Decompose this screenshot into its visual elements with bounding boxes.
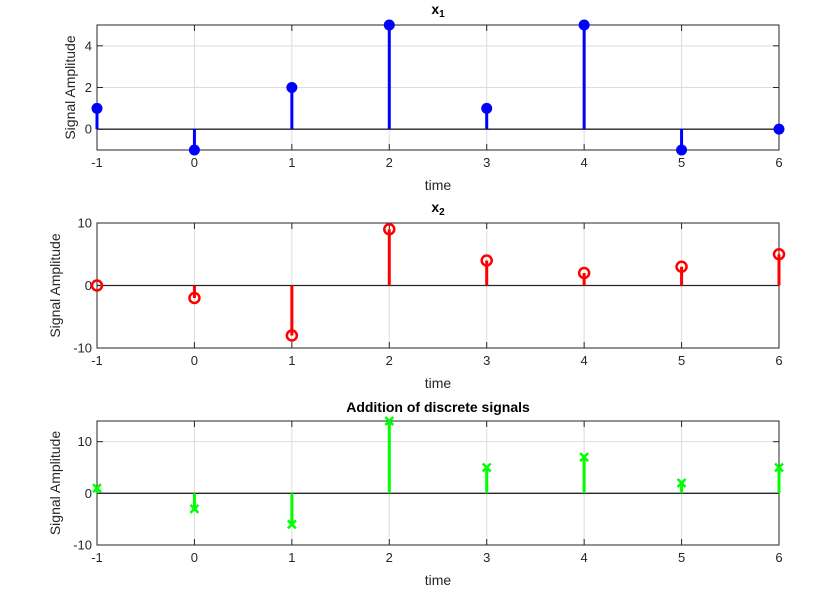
chart-title-subscript: 1 bbox=[439, 9, 445, 20]
x-tick-label: 5 bbox=[678, 155, 685, 170]
stem-marker bbox=[675, 260, 688, 273]
y-axis-label: Signal Amplitude bbox=[47, 431, 63, 536]
stem-marker bbox=[188, 144, 200, 156]
x-tick-label: 4 bbox=[581, 353, 588, 368]
x-tick-label: 1 bbox=[288, 550, 295, 565]
x-tick-label: 1 bbox=[288, 155, 295, 170]
stem-marker bbox=[188, 291, 201, 305]
x-tick-label: 3 bbox=[483, 155, 490, 170]
stem-marker bbox=[286, 519, 297, 530]
stem-marker-stroke bbox=[384, 416, 395, 426]
stem-marker bbox=[676, 144, 688, 156]
chart-title: x1 bbox=[431, 1, 445, 20]
stem-marker-stroke bbox=[481, 462, 492, 473]
y-tick-label: 4 bbox=[85, 38, 92, 53]
x-tick-label: -1 bbox=[91, 353, 103, 368]
stem-marker-stroke bbox=[286, 519, 297, 530]
x-tick-label: -1 bbox=[91, 550, 103, 565]
chart-title-text: Addition of discrete signals bbox=[346, 399, 530, 415]
chart-title: Addition of discrete signals bbox=[346, 399, 530, 415]
stem-marker-stroke bbox=[189, 503, 200, 514]
y-tick-label: 0 bbox=[85, 486, 92, 501]
stem-marker bbox=[578, 19, 590, 31]
y-tick-label: 0 bbox=[85, 278, 92, 293]
stem-marker-stroke bbox=[774, 462, 784, 473]
y-axis-label: Signal Amplitude bbox=[62, 35, 78, 140]
x-tick-label: 2 bbox=[386, 353, 393, 368]
stem-marker bbox=[90, 279, 104, 292]
x-tick-label: 2 bbox=[386, 155, 393, 170]
x-tick-label: 0 bbox=[191, 353, 198, 368]
stem-marker bbox=[579, 452, 590, 463]
x-tick-label: 4 bbox=[581, 155, 588, 170]
stem-marker-stroke bbox=[676, 478, 687, 488]
x-axis-label: time bbox=[425, 177, 452, 193]
stem-marker bbox=[285, 329, 299, 342]
stem-marker bbox=[772, 248, 786, 261]
x-tick-label: 6 bbox=[775, 550, 782, 565]
chart-title-subscript: 2 bbox=[439, 207, 445, 218]
stem-marker bbox=[383, 223, 396, 236]
y-tick-label: -10 bbox=[73, 538, 92, 553]
stem-marker bbox=[773, 123, 785, 135]
x-tick-label: 5 bbox=[678, 550, 685, 565]
x-tick-label: 0 bbox=[191, 155, 198, 170]
stem-marker bbox=[481, 102, 493, 114]
x-tick-label: 6 bbox=[775, 353, 782, 368]
x-tick-label: 6 bbox=[775, 155, 782, 170]
chart-title-text: x bbox=[431, 199, 439, 215]
stem-marker bbox=[384, 416, 395, 426]
x-tick-label: 3 bbox=[483, 550, 490, 565]
chart-title-text: x bbox=[431, 1, 439, 17]
x-tick-label: 4 bbox=[581, 550, 588, 565]
stem-marker bbox=[774, 462, 784, 473]
y-tick-label: 10 bbox=[78, 434, 92, 449]
stem-marker bbox=[189, 503, 200, 514]
stem-marker-stroke bbox=[579, 452, 590, 463]
chart-title: x2 bbox=[431, 199, 445, 218]
y-tick-label: 0 bbox=[85, 122, 92, 137]
stem-marker bbox=[286, 82, 298, 93]
x-tick-label: 3 bbox=[483, 353, 490, 368]
stem-marker bbox=[383, 19, 395, 31]
x-tick-label: 1 bbox=[288, 353, 295, 368]
y-tick-label: 10 bbox=[78, 216, 92, 231]
x-tick-label: 5 bbox=[678, 353, 685, 368]
x-axis-label: time bbox=[425, 572, 452, 588]
y-axis-label: Signal Amplitude bbox=[47, 233, 63, 338]
x-tick-label: 2 bbox=[386, 550, 393, 565]
x-tick-label: -1 bbox=[91, 155, 103, 170]
x-axis-label: time bbox=[425, 375, 452, 391]
axes-frame bbox=[96, 420, 780, 546]
stem-marker bbox=[577, 266, 591, 280]
x-tick-label: 0 bbox=[191, 550, 198, 565]
stem-marker bbox=[91, 102, 103, 114]
stem-marker bbox=[480, 254, 493, 267]
y-tick-label: -10 bbox=[73, 341, 92, 356]
stem-marker bbox=[92, 483, 102, 494]
y-tick-label: 2 bbox=[85, 80, 92, 95]
stem-marker bbox=[481, 462, 492, 473]
stem-marker-stroke bbox=[92, 483, 102, 494]
stem-marker bbox=[676, 478, 687, 488]
